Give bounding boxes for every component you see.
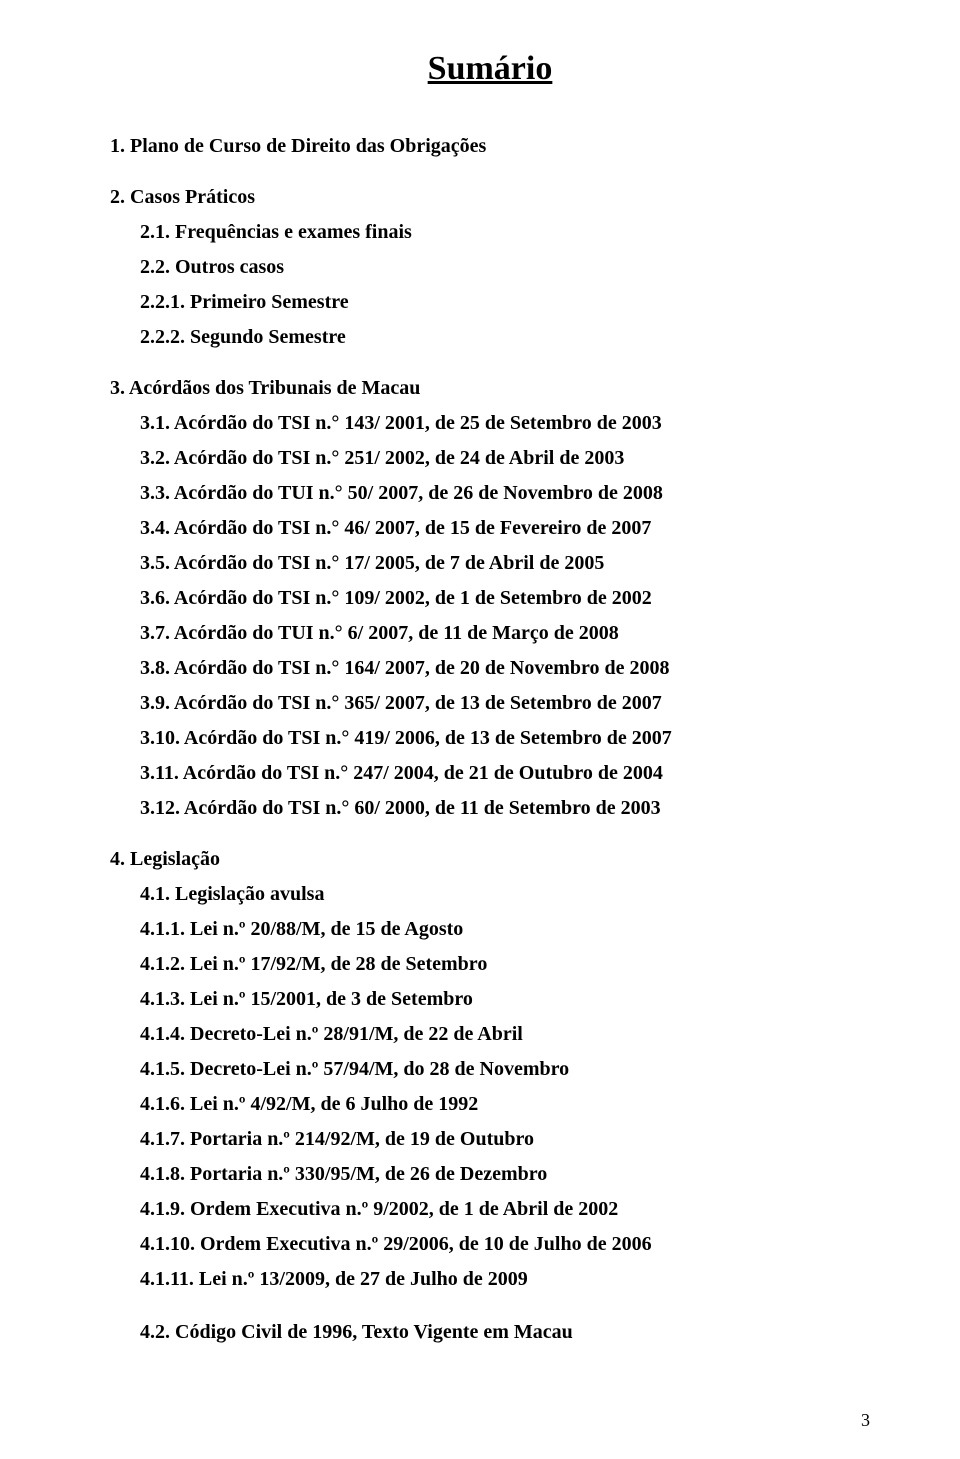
- toc-entry: 4.1.1. Lei n.º 20/88/M, de 15 de Agosto: [140, 915, 870, 944]
- toc-entry: 3.8. Acórdão do TSI n.° 164/ 2007, de 20…: [140, 654, 870, 683]
- toc-entry: 2.2.1. Primeiro Semestre: [140, 288, 870, 317]
- toc-entry: 3.4. Acórdão do TSI n.° 46/ 2007, de 15 …: [140, 514, 870, 543]
- page-number: 3: [861, 1410, 870, 1431]
- toc-entry: 4.1.2. Lei n.º 17/92/M, de 28 de Setembr…: [140, 950, 870, 979]
- section-4: 4. Legislação 4.1. Legislação avulsa 4.1…: [110, 845, 870, 1347]
- toc-entry: 3.7. Acórdão do TUI n.° 6/ 2007, de 11 d…: [140, 619, 870, 648]
- toc-entry: 3.11. Acórdão do TSI n.° 247/ 2004, de 2…: [140, 759, 870, 788]
- toc-entry: 3.12. Acórdão do TSI n.° 60/ 2000, de 11…: [140, 794, 870, 823]
- toc-entry: 4.1.9. Ordem Executiva n.º 9/2002, de 1 …: [140, 1195, 870, 1224]
- section-3: 3. Acórdãos dos Tribunais de Macau 3.1. …: [110, 374, 870, 823]
- section-2: 2. Casos Práticos 2.1. Frequências e exa…: [110, 183, 870, 352]
- toc-entry: 4.1.4. Decreto-Lei n.º 28/91/M, de 22 de…: [140, 1020, 870, 1049]
- toc-entry: 2. Casos Práticos: [110, 183, 870, 212]
- toc-entry: 3.3. Acórdão do TUI n.° 50/ 2007, de 26 …: [140, 479, 870, 508]
- toc-entry: 3.9. Acórdão do TSI n.° 365/ 2007, de 13…: [140, 689, 870, 718]
- toc-entry: 4.1.6. Lei n.º 4/92/M, de 6 Julho de 199…: [140, 1090, 870, 1119]
- toc-entry: 3.10. Acórdão do TSI n.° 419/ 2006, de 1…: [140, 724, 870, 753]
- toc-entry: 3. Acórdãos dos Tribunais de Macau: [110, 374, 870, 403]
- toc-entry: 2.2. Outros casos: [140, 253, 870, 282]
- toc-entry: 4.1.11. Lei n.º 13/2009, de 27 de Julho …: [140, 1265, 870, 1294]
- page-title: Sumário: [110, 50, 870, 88]
- section-1: 1. Plano de Curso de Direito das Obrigaç…: [110, 132, 870, 161]
- toc-entry: 4. Legislação: [110, 845, 870, 874]
- toc-entry: 3.1. Acórdão do TSI n.° 143/ 2001, de 25…: [140, 409, 870, 438]
- toc-entry: 4.2. Código Civil de 1996, Texto Vigente…: [140, 1318, 870, 1347]
- toc-entry: 4.1.7. Portaria n.º 214/92/M, de 19 de O…: [140, 1125, 870, 1154]
- document-page: Sumário 1. Plano de Curso de Direito das…: [0, 0, 960, 1459]
- toc-entry: 4.1.3. Lei n.º 15/2001, de 3 de Setembro: [140, 985, 870, 1014]
- toc-entry: 4.1.5. Decreto-Lei n.º 57/94/M, do 28 de…: [140, 1055, 870, 1084]
- toc-entry: 2.2.2. Segundo Semestre: [140, 323, 870, 352]
- toc-entry: 3.5. Acórdão do TSI n.° 17/ 2005, de 7 d…: [140, 549, 870, 578]
- toc-entry: 4.1.10. Ordem Executiva n.º 29/2006, de …: [140, 1230, 870, 1259]
- toc-entry: 3.2. Acórdão do TSI n.° 251/ 2002, de 24…: [140, 444, 870, 473]
- toc-entry: 1. Plano de Curso de Direito das Obrigaç…: [110, 132, 870, 161]
- toc-entry: 4.1. Legislação avulsa: [140, 880, 870, 909]
- toc-entry: 3.6. Acórdão do TSI n.° 109/ 2002, de 1 …: [140, 584, 870, 613]
- toc-entry: 4.1.8. Portaria n.º 330/95/M, de 26 de D…: [140, 1160, 870, 1189]
- toc-entry: 2.1. Frequências e exames finais: [140, 218, 870, 247]
